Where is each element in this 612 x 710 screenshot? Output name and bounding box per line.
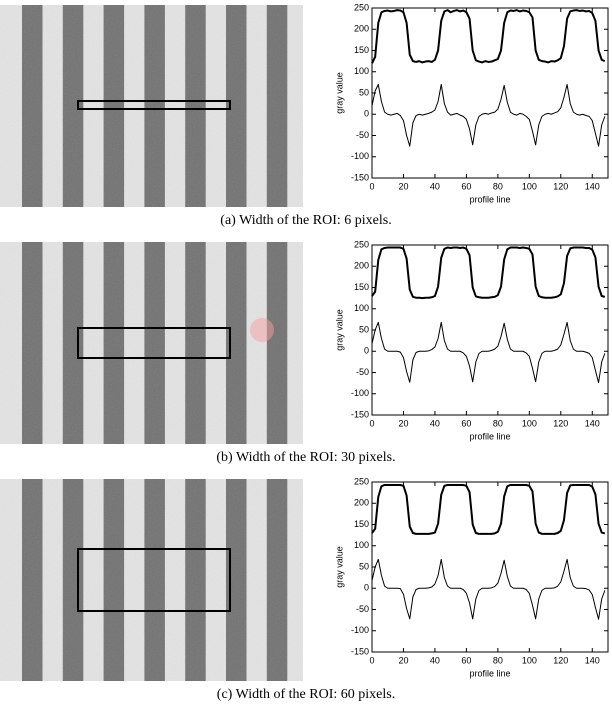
y-tick-label: 0: [364, 346, 369, 356]
x-tick-label: 100: [522, 418, 537, 428]
x-tick-label: 140: [585, 181, 600, 191]
x-tick-label: 60: [461, 655, 471, 665]
profile-line: [371, 246, 606, 300]
y-tick-label: 250: [354, 239, 369, 249]
y-tick-label: -150: [351, 409, 369, 419]
x-tick-label: 80: [493, 418, 503, 428]
x-tick-label: 140: [585, 655, 600, 665]
y-tick-label: 200: [354, 261, 369, 271]
y-tick-label: 50: [359, 87, 369, 97]
image-noise: [0, 479, 303, 681]
x-tick-label: 20: [398, 418, 408, 428]
y-tick-label: 150: [354, 282, 369, 292]
y-tick-label: -100: [351, 388, 369, 398]
y-axis-label: gray value: [334, 72, 344, 114]
image-noise: [0, 242, 303, 444]
caption: (c) Width of the ROI: 60 pixels.: [217, 687, 395, 702]
y-tick-label: -50: [356, 604, 369, 614]
plot-frame: [371, 481, 609, 653]
caption: (b) Width of the ROI: 30 pixels.: [216, 450, 395, 465]
stripe-image: [0, 242, 303, 444]
y-tick-label: 100: [354, 540, 369, 550]
profile-line: [371, 483, 606, 535]
x-tick-label: 80: [493, 655, 503, 665]
y-tick-label: 200: [354, 24, 369, 34]
x-axis-label: profile line: [469, 668, 510, 678]
x-tick-label: 20: [398, 655, 408, 665]
x-tick-label: 0: [369, 418, 374, 428]
profile-line: [371, 321, 606, 384]
x-tick-label: 120: [553, 655, 568, 665]
x-tick-label: 40: [430, 181, 440, 191]
plot-frame: [371, 244, 609, 416]
y-tick-label: 150: [354, 519, 369, 529]
y-tick-label: 50: [359, 561, 369, 571]
y-tick-label: -100: [351, 625, 369, 635]
y-tick-label: -150: [351, 646, 369, 656]
y-tick-label: 250: [354, 2, 369, 12]
roi-box: [77, 327, 231, 359]
cursor-mark: [250, 318, 274, 342]
y-axis-label: gray value: [334, 546, 344, 588]
y-tick-label: 250: [354, 476, 369, 486]
x-tick-label: 100: [522, 181, 537, 191]
y-tick-label: 200: [354, 498, 369, 508]
y-axis-label: gray value: [334, 309, 344, 351]
y-tick-label: 100: [354, 66, 369, 76]
stripe-image: [0, 479, 303, 681]
x-tick-label: 40: [430, 418, 440, 428]
x-tick-label: 60: [461, 181, 471, 191]
y-tick-label: 0: [364, 583, 369, 593]
x-tick-label: 0: [369, 181, 374, 191]
y-tick-label: 50: [359, 324, 369, 334]
x-tick-label: 60: [461, 418, 471, 428]
roi-box: [77, 548, 231, 612]
x-axis-label: profile line: [469, 431, 510, 441]
y-tick-label: 100: [354, 303, 369, 313]
y-tick-label: -50: [356, 367, 369, 377]
roi-box: [77, 100, 231, 110]
y-tick-label: -50: [356, 130, 369, 140]
x-axis-label: profile line: [469, 194, 510, 204]
y-tick-label: 0: [364, 109, 369, 119]
x-tick-label: 120: [553, 181, 568, 191]
profile-line: [371, 558, 606, 620]
y-tick-label: 150: [354, 45, 369, 55]
plot-frame: [371, 7, 609, 179]
caption: (a) Width of the ROI: 6 pixels.: [220, 213, 391, 228]
profile-line: [371, 9, 606, 64]
stripe-image: [0, 5, 303, 207]
x-tick-label: 20: [398, 181, 408, 191]
y-tick-label: -150: [351, 172, 369, 182]
x-tick-label: 140: [585, 418, 600, 428]
y-tick-label: -100: [351, 151, 369, 161]
x-tick-label: 120: [553, 418, 568, 428]
x-tick-label: 40: [430, 655, 440, 665]
x-tick-label: 100: [522, 655, 537, 665]
x-tick-label: 0: [369, 655, 374, 665]
x-tick-label: 80: [493, 181, 503, 191]
profile-line: [371, 84, 606, 147]
image-noise: [0, 5, 303, 207]
